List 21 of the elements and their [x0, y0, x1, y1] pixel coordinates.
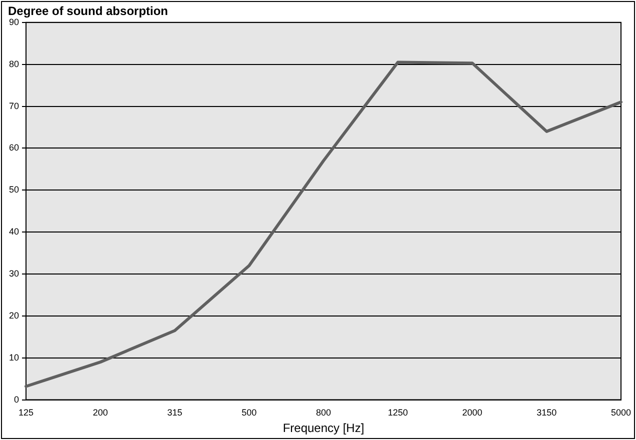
x-tick-label: 500 — [242, 408, 257, 418]
x-tick-label: 2000 — [462, 408, 482, 418]
x-tick-label: 315 — [167, 408, 182, 418]
y-tick-label: 30 — [8, 268, 20, 278]
y-tick-label: 70 — [8, 100, 20, 111]
x-tick-label: 800 — [316, 408, 332, 418]
x-tick-label: 200 — [92, 408, 108, 418]
y-tick-label: 20 — [8, 310, 20, 320]
x-tick-label: 5000 — [610, 408, 632, 418]
x-tick-label: 1250 — [388, 408, 408, 418]
chart-title: Degree of sound absorption — [8, 4, 168, 18]
x-tick-label: 3150 — [536, 408, 557, 418]
y-tick-label: 90 — [8, 16, 20, 27]
y-tick-label: 80 — [8, 58, 20, 69]
y-tick-label: 0 — [14, 394, 20, 404]
y-tick-label: 10 — [8, 352, 20, 362]
y-tick-label: 60 — [8, 142, 20, 153]
y-tick-label: 40 — [8, 226, 20, 237]
x-axis-title: Frequency [Hz] — [282, 421, 364, 436]
x-tick-label: 125 — [18, 408, 34, 418]
y-tick-label: 50 — [8, 184, 20, 195]
